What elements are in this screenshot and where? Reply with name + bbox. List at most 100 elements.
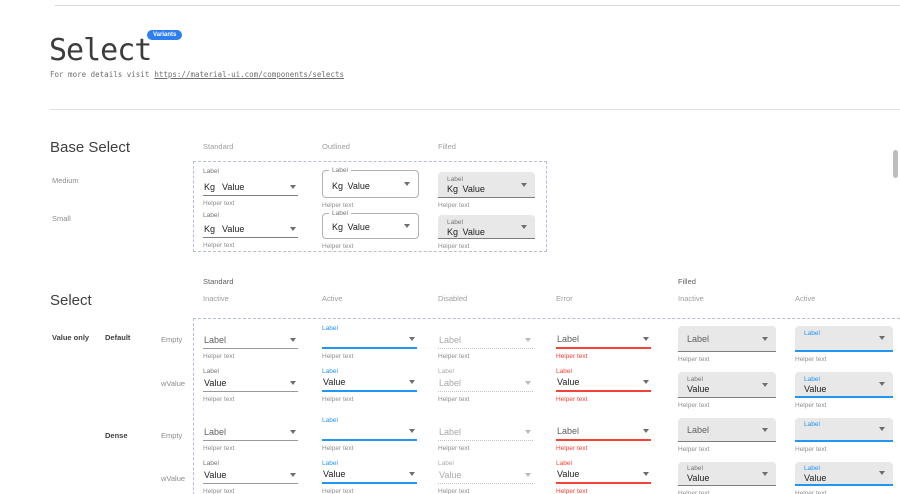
select-standard-active[interactable]: Label Helper text [322, 325, 417, 360]
select-filled-box: Label Value [678, 372, 776, 398]
select-filled-active[interactable]: Label Value Helper text [795, 460, 893, 494]
select-helper-text: Helper text [322, 396, 354, 403]
select-filled-active[interactable]: Label Value Helper text [795, 368, 893, 409]
select-outlined-box: Label Kg Value [322, 210, 419, 239]
select-outlined-box: Label Kg Value [322, 167, 419, 198]
base-select-standard-medium[interactable]: Label Kg Value Helper text [203, 168, 298, 207]
select-helper-text: Helper text [203, 353, 235, 360]
select-filled-inactive[interactable]: Label Value Helper text [678, 368, 776, 409]
select-helper-text: Helper text [203, 445, 235, 452]
select-value: Kg Value [204, 224, 244, 234]
select-standard-inactive[interactable]: Label Helper text [203, 325, 298, 360]
select-value-row: Label [203, 333, 298, 349]
select-filled-box: Label [678, 418, 776, 442]
dropdown-arrow-icon [643, 337, 649, 341]
select-standard-disabled[interactable]: Label Helper text [438, 325, 533, 360]
select-value-row: Value [203, 376, 298, 392]
select-float-label: Label [447, 176, 463, 183]
select-filled-box: Label [795, 418, 893, 442]
select-filled-active[interactable]: Label Helper text [795, 325, 893, 363]
row-label-wvalue: wValue [161, 379, 186, 388]
select-float-label: Label [203, 168, 219, 175]
dropdown-arrow-icon [762, 427, 768, 432]
select-standard-active[interactable]: Label Value Helper text [322, 460, 417, 494]
subtitle-text: For more details visit [50, 70, 150, 79]
select-value: Value [323, 469, 346, 479]
select-value: Kg Value [204, 182, 244, 192]
select-value-row: Value [556, 376, 651, 392]
select-helper-text: Helper text [556, 445, 588, 452]
column-header-filled: Filled [438, 142, 456, 151]
select-value-row: Value [322, 468, 417, 484]
select-helper-text: Helper text [795, 490, 827, 494]
select-prefix: Kg [204, 224, 216, 234]
column-header-error: Error [556, 294, 573, 303]
dropdown-arrow-icon [409, 380, 415, 384]
select-value: Value [439, 470, 462, 480]
select-standard-error[interactable]: Label Value Helper text [556, 460, 651, 494]
select-filled-inactive[interactable]: Label Helper text [678, 325, 776, 363]
vertical-scrollbar-thumb[interactable] [893, 150, 898, 178]
select-value-row: Value [556, 468, 651, 484]
select-value-row: Kg Value [203, 176, 298, 196]
dropdown-arrow-icon [521, 182, 527, 187]
select-value: Value [804, 384, 827, 394]
select-filled-inactive[interactable]: Label Value Helper text [678, 460, 776, 494]
select-standard-active[interactable]: Label Value Helper text [322, 368, 417, 403]
select-helper-text: Helper text [795, 356, 827, 363]
select-float-label: Label [804, 465, 820, 472]
base-select-filled-medium[interactable]: Label Kg Value Helper text [438, 168, 535, 209]
select-placeholder: Label [557, 426, 580, 436]
column-header-standard: Standard [203, 142, 234, 151]
select-value-row [322, 333, 417, 349]
select-value-row [322, 425, 417, 441]
select-value-row: Value [203, 468, 298, 484]
dropdown-arrow-icon [290, 473, 296, 477]
select-standard-error[interactable]: Label Helper text [556, 325, 651, 360]
select-standard-disabled[interactable]: Label Value Helper text [438, 460, 533, 494]
row-label-dense-wvalue: wValue [161, 474, 186, 483]
select-filled-box: Label Value [795, 372, 893, 398]
base-select-standard-small[interactable]: Label Kg Value Helper text [203, 212, 298, 249]
select-helper-text: Helper text [795, 446, 827, 453]
select-float-label: Label [556, 460, 572, 467]
select-standard-inactive[interactable]: Label Helper text [203, 417, 298, 452]
select-filled-box: Label Kg Value [438, 172, 535, 198]
select-float-label: Label [203, 460, 219, 467]
select-filled-active[interactable]: Label Helper text [795, 417, 893, 453]
select-value-row: Value [438, 468, 533, 484]
select-float-label: Label [804, 376, 820, 383]
select-prefix: Kg [204, 182, 216, 192]
select-standard-inactive[interactable]: Label Value Helper text [203, 368, 298, 403]
select-standard-disabled[interactable]: Label Helper text [438, 417, 533, 452]
select-filled-box: Label Value [795, 462, 893, 486]
select-standard-active[interactable]: Label Helper text [322, 417, 417, 452]
select-float-label: Label [687, 376, 703, 383]
base-select-outlined-medium[interactable]: Label Kg Value Helper text [322, 167, 419, 209]
select-standard-error[interactable]: Label Helper text [556, 417, 651, 452]
select-standard-error[interactable]: Label Value Helper text [556, 368, 651, 403]
base-select-filled-small[interactable]: Label Kg Value Helper text [438, 212, 535, 250]
select-float-label: Label [438, 368, 454, 375]
select-helper-text: Helper text [203, 488, 235, 494]
select-filled-inactive[interactable]: Label Helper text [678, 417, 776, 453]
select-placeholder: Label [439, 335, 462, 345]
select-helper-text: Helper text [438, 243, 470, 250]
column-header-outlined: Outlined [322, 142, 350, 151]
select-float-label: Label [322, 460, 338, 467]
row-label-dense-empty: Empty [161, 431, 183, 440]
docs-link[interactable]: https://material-ui.com/components/selec… [154, 70, 344, 79]
dropdown-arrow-icon [525, 338, 531, 342]
select-float-label: Label [322, 417, 338, 424]
select-value: Value [804, 473, 827, 483]
select-standard-inactive[interactable]: Label Value Helper text [203, 460, 298, 494]
select-helper-text: Helper text [322, 243, 354, 250]
row-label-empty: Empty [161, 335, 183, 344]
select-standard-disabled[interactable]: Label Label Helper text [438, 368, 533, 403]
select-value-row: Label [556, 333, 651, 349]
select-helper-text: Helper text [203, 200, 235, 207]
dropdown-arrow-icon [290, 338, 296, 342]
select-helper-text: Helper text [556, 353, 588, 360]
base-select-outlined-small[interactable]: Label Kg Value Helper text [322, 210, 419, 250]
